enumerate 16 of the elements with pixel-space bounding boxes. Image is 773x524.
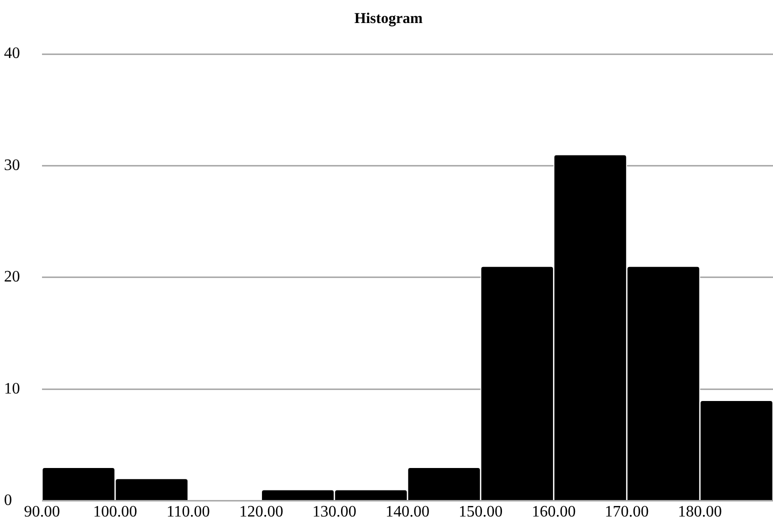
x-tick-label: 90.00 xyxy=(24,504,60,521)
x-tick-label: 150.00 xyxy=(458,504,503,521)
y-tick-label: 20 xyxy=(4,268,20,286)
x-tick-label: 130.00 xyxy=(312,504,356,521)
y-tick-label: 0 xyxy=(4,492,12,510)
y-tick-label: 30 xyxy=(4,156,20,174)
x-tick-label: 100.00 xyxy=(93,504,138,521)
x-tick-label: 160.00 xyxy=(532,504,576,521)
x-tick-label: 140.00 xyxy=(386,504,430,521)
x-tick-label: 110.00 xyxy=(166,504,210,521)
x-tick-label: 120.00 xyxy=(239,504,284,521)
y-tick-label: 10 xyxy=(4,380,20,398)
y-tick-label: 40 xyxy=(4,45,20,62)
x-tick-label: 180.00 xyxy=(678,504,722,521)
chart-title: Histogram xyxy=(354,10,424,27)
x-tick-label: 170.00 xyxy=(604,504,649,521)
